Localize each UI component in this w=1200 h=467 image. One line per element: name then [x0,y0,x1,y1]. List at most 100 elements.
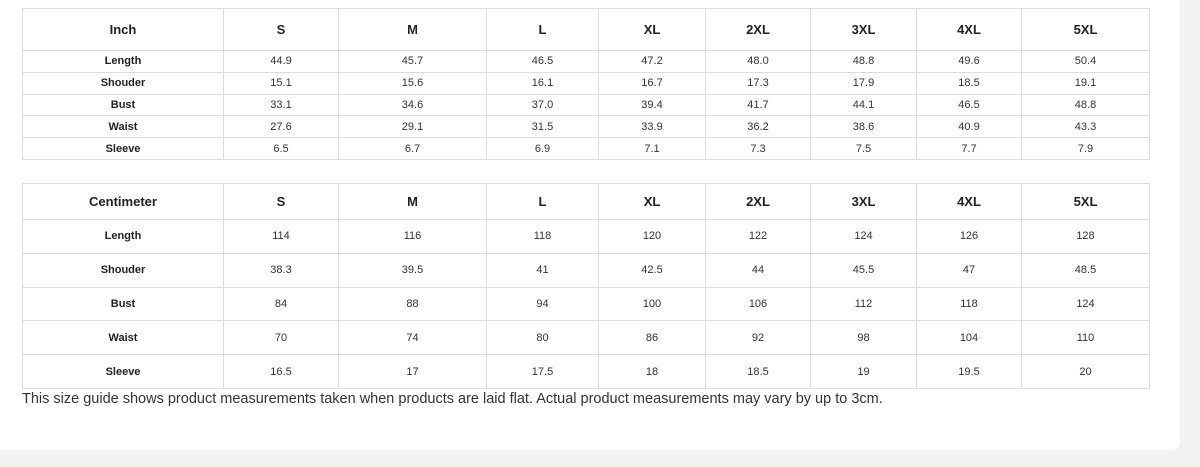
cell: 47 [916,252,1022,288]
cell: 110 [1021,320,1150,356]
cell: 106 [705,286,811,322]
cell: 70 [223,320,339,356]
cell: 124 [1021,286,1150,322]
header-cell: 5XL [1021,183,1150,220]
cell: 38.3 [223,252,339,288]
cell: 48.8 [1021,93,1150,117]
header-row: Centimeter S M L XL 2XL 3XL 4XL 5XL [22,183,1150,220]
cell: 114 [223,219,339,254]
cell: 122 [705,219,811,254]
cell: 7.1 [598,137,706,160]
cell: 20 [1021,354,1150,389]
data-row: Waist 70 74 80 86 92 98 104 110 [22,320,1150,356]
cell: 104 [916,320,1022,356]
cell: 44.9 [223,50,339,73]
cell: 118 [486,219,599,254]
cell: 84 [223,286,339,322]
cell: 48.5 [1021,252,1150,288]
header-cell: 3XL [810,8,917,51]
header-cell: L [486,183,599,220]
data-row: Bust 33.1 34.6 37.0 39.4 41.7 44.1 46.5 48.8 [22,93,1150,117]
cell: 116 [338,219,487,254]
cell: 86 [598,320,706,356]
cell: 50.4 [1021,50,1150,73]
cell: 37.0 [486,93,599,117]
cell: 31.5 [486,115,599,139]
cell: 41.7 [705,93,811,117]
cell: 47.2 [598,50,706,73]
cell: 126 [916,219,1022,254]
header-cell: 4XL [916,183,1022,220]
cell: 6.7 [338,137,487,160]
header-cell: S [223,8,339,51]
cell: 18.5 [705,354,811,389]
cell: 36.2 [705,115,811,139]
cell: 39.5 [338,252,487,288]
cell: 88 [338,286,487,322]
data-row: Length 44.9 45.7 46.5 47.2 48.0 48.8 49.6 50.4 [22,50,1150,73]
cell: 18 [598,354,706,389]
data-row: Bust 84 88 94 100 106 112 118 124 [22,286,1150,322]
cell: 94 [486,286,599,322]
cell: 48.8 [810,50,917,73]
cell: 40.9 [916,115,1022,139]
cell: 44.1 [810,93,917,117]
cell: 6.9 [486,137,599,160]
cell: 45.7 [338,50,487,73]
cell: 98 [810,320,917,356]
row-label: Bust [22,286,224,322]
cell: 7.7 [916,137,1022,160]
row-label: Shouder [22,252,224,288]
header-cell: L [486,8,599,51]
header-cell: Centimeter [22,183,224,220]
row-label: Waist [22,115,224,139]
cell: 128 [1021,219,1150,254]
cell: 17 [338,354,487,389]
cell: 19.1 [1021,71,1150,95]
cell: 15.1 [223,71,339,95]
cell: 17.9 [810,71,917,95]
cell: 16.1 [486,71,599,95]
cell: 41 [486,252,599,288]
header-cell: 5XL [1021,8,1150,51]
cell: 48.0 [705,50,811,73]
cell: 92 [705,320,811,356]
cell: 17.3 [705,71,811,95]
row-label: Length [22,50,224,73]
size-note: This size guide shows product measuremen… [22,391,883,407]
data-row: Length 114 116 118 120 122 124 126 128 [22,219,1150,254]
cell: 29.1 [338,115,487,139]
cell: 74 [338,320,487,356]
cell: 46.5 [916,93,1022,117]
row-label: Sleeve [22,137,224,160]
cell: 46.5 [486,50,599,73]
row-label: Sleeve [22,354,224,389]
header-cell: M [338,183,487,220]
cell: 118 [916,286,1022,322]
cell: 100 [598,286,706,322]
cell: 6.5 [223,137,339,160]
cell: 34.6 [338,93,487,117]
cell: 7.3 [705,137,811,160]
header-cell: S [223,183,339,220]
row-label: Bust [22,93,224,117]
cell: 18.5 [916,71,1022,95]
header-cell: XL [598,8,706,51]
header-row: Inch S M L XL 2XL 3XL 4XL 5XL [22,8,1150,51]
data-row: Shouder 15.1 15.6 16.1 16.7 17.3 17.9 18.5 19.1 [22,71,1150,95]
card: Inch S M L XL 2XL 3XL 4XL 5XL Length 44.9 45.7 46.5 4… [0,0,1180,450]
header-cell: M [338,8,487,51]
header-cell: 2XL [705,8,811,51]
cm-table: Centimeter S M L XL 2XL 3XL 4XL 5XL Length 114 116 1… [22,183,1150,389]
row-label: Waist [22,320,224,356]
cell: 16.5 [223,354,339,389]
cell: 17.5 [486,354,599,389]
cell: 39.4 [598,93,706,117]
cell: 27.6 [223,115,339,139]
cell: 15.6 [338,71,487,95]
data-row: Sleeve 6.5 6.7 6.9 7.1 7.3 7.5 7.7 7.9 [22,137,1150,160]
inch-table: Inch S M L XL 2XL 3XL 4XL 5XL Length 44.9 45.7 46.5 4… [22,8,1150,160]
cell: 38.6 [810,115,917,139]
cell: 45.5 [810,252,917,288]
